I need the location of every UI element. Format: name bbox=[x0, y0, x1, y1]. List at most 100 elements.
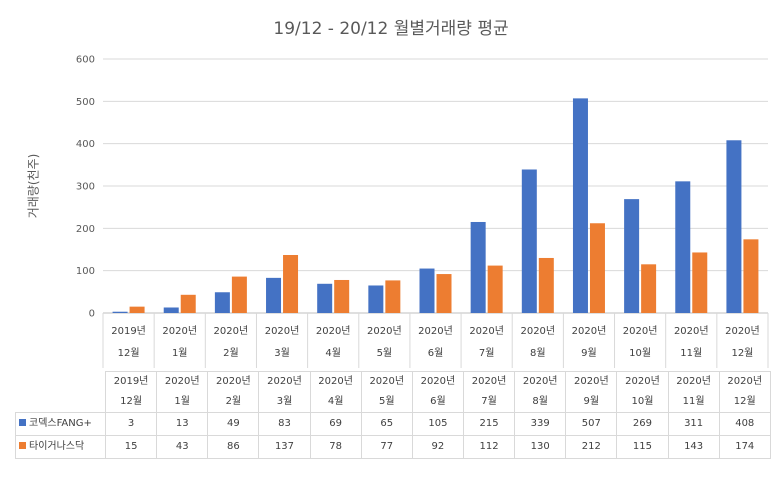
table-header-cell: 2020년 7월 bbox=[462, 371, 516, 413]
table-header-cell: 2020년 4월 bbox=[309, 371, 362, 413]
bar-codex-4 bbox=[317, 283, 333, 313]
x-axis-categories: 2019년 12월 2020년 1월 2020년 2월 2020년 3월 2020년 4월 2020… bbox=[111, 325, 760, 359]
table-cell: 78 bbox=[309, 435, 362, 459]
x-category-label: 2020년 bbox=[367, 325, 402, 337]
y-tick-label: 300 bbox=[76, 182, 95, 193]
bar-codex-8 bbox=[521, 169, 537, 313]
table-cell: 143 bbox=[667, 435, 720, 459]
x-category-label: 10월 bbox=[629, 347, 651, 359]
bar-codex-0 bbox=[112, 311, 128, 313]
bar-codex-10 bbox=[624, 199, 640, 313]
x-category-label: 8월 bbox=[530, 347, 546, 359]
table-cell: 130 bbox=[514, 435, 567, 459]
x-category-label: 5월 bbox=[377, 347, 393, 359]
table-cell: 86 bbox=[207, 435, 260, 459]
table-cell: 43 bbox=[156, 435, 209, 459]
table-cell: 212 bbox=[565, 435, 618, 459]
table-cell: 269 bbox=[616, 412, 669, 436]
bar-tiger-0 bbox=[129, 306, 145, 313]
table-header-cell: 2020년 2월 bbox=[207, 371, 260, 413]
x-category-label: 12월 bbox=[118, 347, 140, 359]
legend-swatch bbox=[19, 442, 26, 449]
x-category-label: 2020년 bbox=[469, 325, 504, 337]
table-header-cell: 2020년 10월 bbox=[616, 371, 669, 413]
bar-codex-7 bbox=[470, 221, 486, 313]
legend-entry: 코덱스FANG+ bbox=[15, 412, 106, 436]
bar-tiger-12 bbox=[743, 239, 759, 313]
table-row: 타이거나스닥 15 43 86 137 78 77 92 112 130 212 115 143 174 bbox=[15, 435, 771, 459]
table-cell: 311 bbox=[667, 412, 720, 436]
x-category-label: 3월 bbox=[274, 347, 290, 359]
bar-tiger-3 bbox=[283, 255, 299, 313]
y-tick-label: 400 bbox=[76, 139, 95, 150]
table-header-cell: 2020년 11월 bbox=[667, 371, 720, 413]
bar-tiger-1 bbox=[180, 294, 196, 313]
table-header-cell: 2020년 5월 bbox=[360, 371, 413, 413]
bar-codex-1 bbox=[163, 307, 179, 313]
x-category-label: 2020년 bbox=[520, 325, 555, 337]
x-category-label: 2020년 bbox=[162, 325, 197, 337]
y-tick-label: 600 bbox=[76, 55, 95, 66]
table-cell: 339 bbox=[514, 412, 567, 436]
gridlines bbox=[102, 58, 769, 368]
x-category-label: 7월 bbox=[479, 347, 495, 359]
data-table: 2019년 12월 2020년 1월 2020년 2월 2020년 3월 2020년 4월 2020… bbox=[15, 371, 771, 459]
bar-codex-9 bbox=[572, 98, 588, 314]
table-header-cell: 2020년 12월 bbox=[718, 371, 771, 413]
legend-label: 타이거나스닥 bbox=[29, 441, 85, 452]
bar-tiger-8 bbox=[538, 257, 554, 313]
bar-codex-2 bbox=[214, 292, 230, 313]
x-category-label: 1월 bbox=[172, 347, 188, 359]
table-header-cell: 2020년 6월 bbox=[411, 371, 464, 413]
table-cell: 3 bbox=[104, 412, 158, 436]
bar-tiger-5 bbox=[385, 280, 401, 313]
y-tick-label: 200 bbox=[76, 224, 95, 235]
bar-codex-12 bbox=[726, 140, 742, 313]
bar-codex-11 bbox=[675, 181, 691, 313]
table-cell: 77 bbox=[360, 435, 413, 459]
table-header-cell: 2019년 12월 bbox=[104, 371, 158, 413]
table-header-cell: 2020년 1월 bbox=[156, 371, 209, 413]
table-cell: 507 bbox=[565, 412, 618, 436]
table-corner bbox=[15, 371, 106, 413]
bar-tiger-11 bbox=[692, 252, 708, 313]
x-category-label: 9월 bbox=[581, 347, 597, 359]
table-header-cell: 2020년 8월 bbox=[514, 371, 567, 413]
table-header-cell: 2020년 9월 bbox=[565, 371, 618, 413]
x-category-label: 2020년 bbox=[316, 325, 351, 337]
x-category-label: 2020년 bbox=[674, 325, 709, 337]
y-axis-ticks: 0 100 200 300 400 500 600 bbox=[76, 55, 95, 320]
legend-entry: 타이거나스닥 bbox=[15, 435, 106, 459]
table-cell: 105 bbox=[411, 412, 464, 436]
x-category-label: 2월 bbox=[223, 347, 239, 359]
bar-tiger-4 bbox=[334, 279, 350, 313]
x-category-label: 6월 bbox=[428, 347, 444, 359]
bar-codex-6 bbox=[419, 268, 435, 313]
legend-label: 코덱스FANG+ bbox=[29, 418, 92, 429]
legend-swatch bbox=[19, 419, 26, 426]
table-cell: 65 bbox=[360, 412, 413, 436]
table-cell: 83 bbox=[258, 412, 311, 436]
table-cell: 49 bbox=[207, 412, 260, 436]
bar-tiger-9 bbox=[589, 223, 605, 313]
x-category-label: 12월 bbox=[731, 347, 753, 359]
x-category-label: 2020년 bbox=[623, 325, 658, 337]
x-category-label: 11월 bbox=[680, 347, 702, 359]
table-cell: 92 bbox=[411, 435, 464, 459]
x-category-label: 2019년 bbox=[111, 325, 146, 337]
x-category-label: 2020년 bbox=[265, 325, 300, 337]
x-category-label: 2020년 bbox=[725, 325, 760, 337]
bar-codex-5 bbox=[368, 285, 384, 313]
y-tick-label: 500 bbox=[76, 97, 95, 108]
x-category-label: 2020년 bbox=[572, 325, 607, 337]
table-cell: 13 bbox=[156, 412, 209, 436]
bar-codex-3 bbox=[266, 277, 282, 313]
bars bbox=[112, 98, 759, 314]
table-cell: 69 bbox=[309, 412, 362, 436]
table-cell: 215 bbox=[462, 412, 516, 436]
x-category-label: 2020년 bbox=[418, 325, 453, 337]
bar-tiger-2 bbox=[231, 276, 247, 313]
y-tick-label: 0 bbox=[89, 309, 95, 320]
table-cell: 115 bbox=[616, 435, 669, 459]
chart-title: 19/12 - 20/12 월별거래량 평균 bbox=[273, 19, 509, 39]
